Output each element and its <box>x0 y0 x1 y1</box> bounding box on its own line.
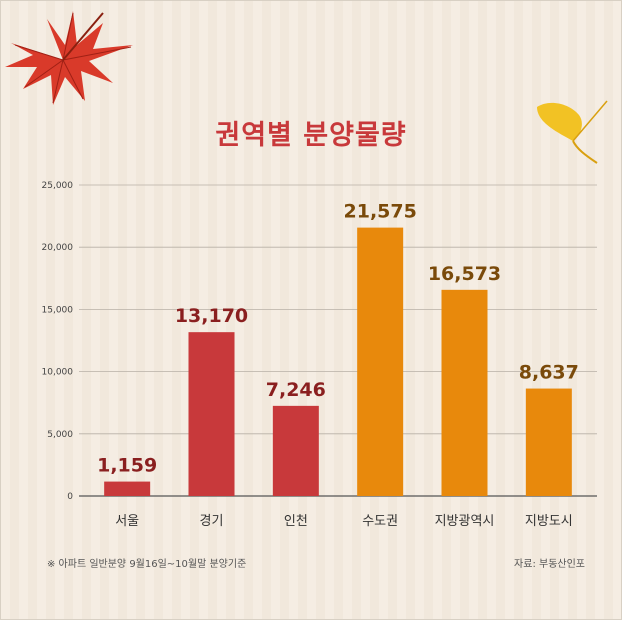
data-label: 8,637 <box>519 362 579 384</box>
y-tick-label: 15,000 <box>42 305 74 315</box>
bar <box>357 227 404 496</box>
x-tick-label: 인천 <box>284 514 308 529</box>
x-tick-label: 수도권 <box>362 514 398 529</box>
y-tick-label: 10,000 <box>42 368 74 378</box>
y-tick-label: 0 <box>67 492 73 502</box>
x-tick-label: 지방광역시 <box>435 514 495 529</box>
y-tick-label: 5,000 <box>47 430 73 440</box>
bar <box>525 388 572 496</box>
data-label: 7,246 <box>266 379 326 401</box>
bar <box>441 289 488 496</box>
data-label: 16,573 <box>428 263 501 285</box>
bar <box>188 332 235 496</box>
bar <box>272 405 319 496</box>
maple-leaf-icon <box>5 11 133 105</box>
y-tick-label: 25,000 <box>42 181 74 191</box>
x-tick-label: 경기 <box>200 514 224 529</box>
chart-title: 권역별 분양물량 <box>215 120 407 151</box>
ginkgo-leaf-icon <box>537 100 608 164</box>
data-label: 21,575 <box>344 201 417 223</box>
footnote: ※ 아파트 일반분양 9월16일~10월말 분양기준 <box>47 559 247 570</box>
data-label: 13,170 <box>175 305 248 327</box>
x-tick-label: 지방도시 <box>525 514 573 529</box>
data-label: 1,159 <box>97 455 157 477</box>
bar <box>104 481 151 496</box>
source-note: 자료: 부동산인포 <box>514 559 585 570</box>
x-tick-label: 서울 <box>115 514 139 529</box>
y-tick-label: 20,000 <box>42 243 74 253</box>
